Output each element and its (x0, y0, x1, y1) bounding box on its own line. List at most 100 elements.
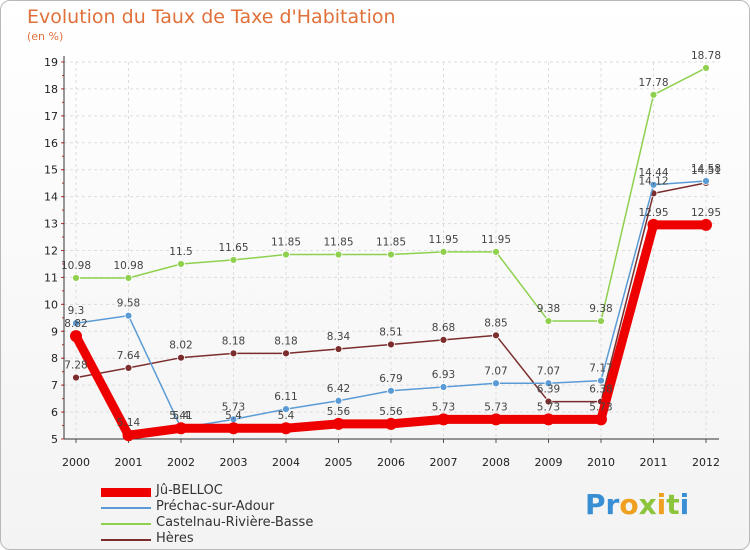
logo-letter: P (585, 488, 606, 521)
legend-swatch (101, 523, 151, 525)
y-tick-label: 7 (51, 379, 58, 392)
data-label: 5.56 (327, 406, 351, 418)
data-point (177, 260, 185, 268)
x-tick-label: 2006 (377, 456, 405, 469)
data-label: 6.79 (379, 373, 402, 385)
data-point (439, 336, 448, 344)
data-label: 10.98 (61, 260, 91, 272)
data-point (490, 413, 502, 426)
y-tick-label: 14 (44, 191, 58, 204)
legend-label: Castelnau-Rivière-Basse (156, 515, 314, 530)
data-point (542, 413, 555, 426)
data-point (649, 90, 658, 99)
data-label: 10.98 (113, 260, 143, 272)
y-tick-label: 8 (51, 352, 58, 365)
data-point (385, 417, 397, 430)
logo-letter: i (656, 488, 667, 521)
data-label: 7.17 (589, 363, 612, 375)
data-label: 7.28 (64, 360, 87, 372)
data-label: 11.95 (481, 234, 511, 246)
data-label: 11.95 (428, 234, 458, 246)
data-label: 6.93 (432, 369, 455, 381)
data-point (175, 422, 187, 435)
y-tick-label: 12 (44, 245, 58, 258)
data-label: 9.38 (589, 303, 612, 315)
data-label: 11.85 (323, 237, 353, 249)
data-label: 14.58 (691, 163, 721, 175)
x-tick-label: 2011 (640, 456, 668, 469)
data-label: 7.07 (537, 365, 560, 377)
y-tick-label: 16 (44, 137, 58, 150)
data-label: 7.64 (117, 350, 141, 362)
data-label: 6.39 (537, 384, 560, 396)
data-label: 5.73 (484, 401, 507, 413)
data-point (334, 396, 343, 405)
data-point (647, 218, 660, 231)
data-point (229, 256, 238, 264)
data-label: 6.38 (589, 384, 612, 396)
data-point (492, 331, 500, 340)
data-label: 5.41 (169, 410, 192, 422)
data-label: 8.18 (222, 335, 245, 347)
data-point (177, 353, 185, 362)
x-tick-label: 2010 (587, 456, 615, 469)
data-label: 6.11 (274, 391, 297, 403)
logo-letter: o (619, 488, 639, 521)
series-layer (70, 64, 712, 442)
x-tick-label: 2003 (220, 456, 248, 469)
data-point (700, 218, 712, 231)
data-label: 5.56 (379, 406, 403, 418)
data-point (492, 379, 500, 388)
logo-letter: i (679, 488, 690, 521)
data-point (597, 317, 605, 325)
data-point (124, 364, 133, 372)
y-tick-label: 10 (44, 298, 58, 311)
legend-swatch (101, 539, 151, 541)
data-label: 7.07 (484, 365, 507, 377)
x-tick-label: 2004 (272, 456, 300, 469)
data-label: 14.51 (691, 165, 721, 177)
data-point (702, 177, 710, 185)
x-tick-label: 2008 (482, 456, 510, 469)
x-tick-label: 2001 (115, 456, 143, 469)
data-label: 5.73 (222, 401, 245, 413)
data-point (227, 422, 240, 435)
logo-letter: t (666, 488, 680, 521)
data-label: 8.18 (274, 335, 297, 347)
data-point (72, 319, 80, 328)
data-point (122, 429, 135, 442)
proxiti-logo: Proxiti (585, 488, 689, 521)
x-tick-label: 2012 (692, 456, 720, 469)
data-label: 5.4 (278, 410, 295, 422)
y-tick-label: 6 (51, 406, 58, 419)
logo-letter: x (638, 488, 657, 521)
data-label: 9.38 (537, 303, 560, 315)
y-tick-label: 11 (44, 271, 58, 284)
data-point (597, 376, 605, 385)
data-label: 5.14 (117, 417, 141, 429)
data-label: 14.12 (638, 175, 668, 187)
data-point (387, 250, 395, 259)
data-label: 8.51 (379, 326, 402, 338)
data-point (332, 417, 345, 430)
legend-label: Préchac-sur-Adour (156, 499, 275, 514)
data-point (72, 274, 80, 282)
data-point (649, 180, 658, 189)
grid-lines (64, 61, 719, 440)
data-label: 11.65 (218, 242, 248, 254)
data-label: 5.73 (432, 401, 455, 413)
y-tick-label: 13 (44, 218, 58, 231)
logo-letter: r (605, 488, 620, 521)
data-point (702, 64, 710, 72)
legend-label: Jû-BELLOC (156, 483, 223, 498)
data-label: 8.68 (432, 322, 455, 334)
data-label: 5.73 (537, 401, 560, 413)
y-tick-label: 17 (44, 110, 58, 123)
data-label: 14.44 (638, 167, 668, 179)
data-label: 12.95 (638, 207, 668, 219)
data-labels: 10.98 10.98 11.5 11.65 11.85 11.85 11.85 11.95 1… (61, 50, 721, 429)
legend-swatch (101, 487, 151, 497)
data-point (282, 405, 290, 414)
x-tick-label: 2000 (62, 456, 90, 469)
